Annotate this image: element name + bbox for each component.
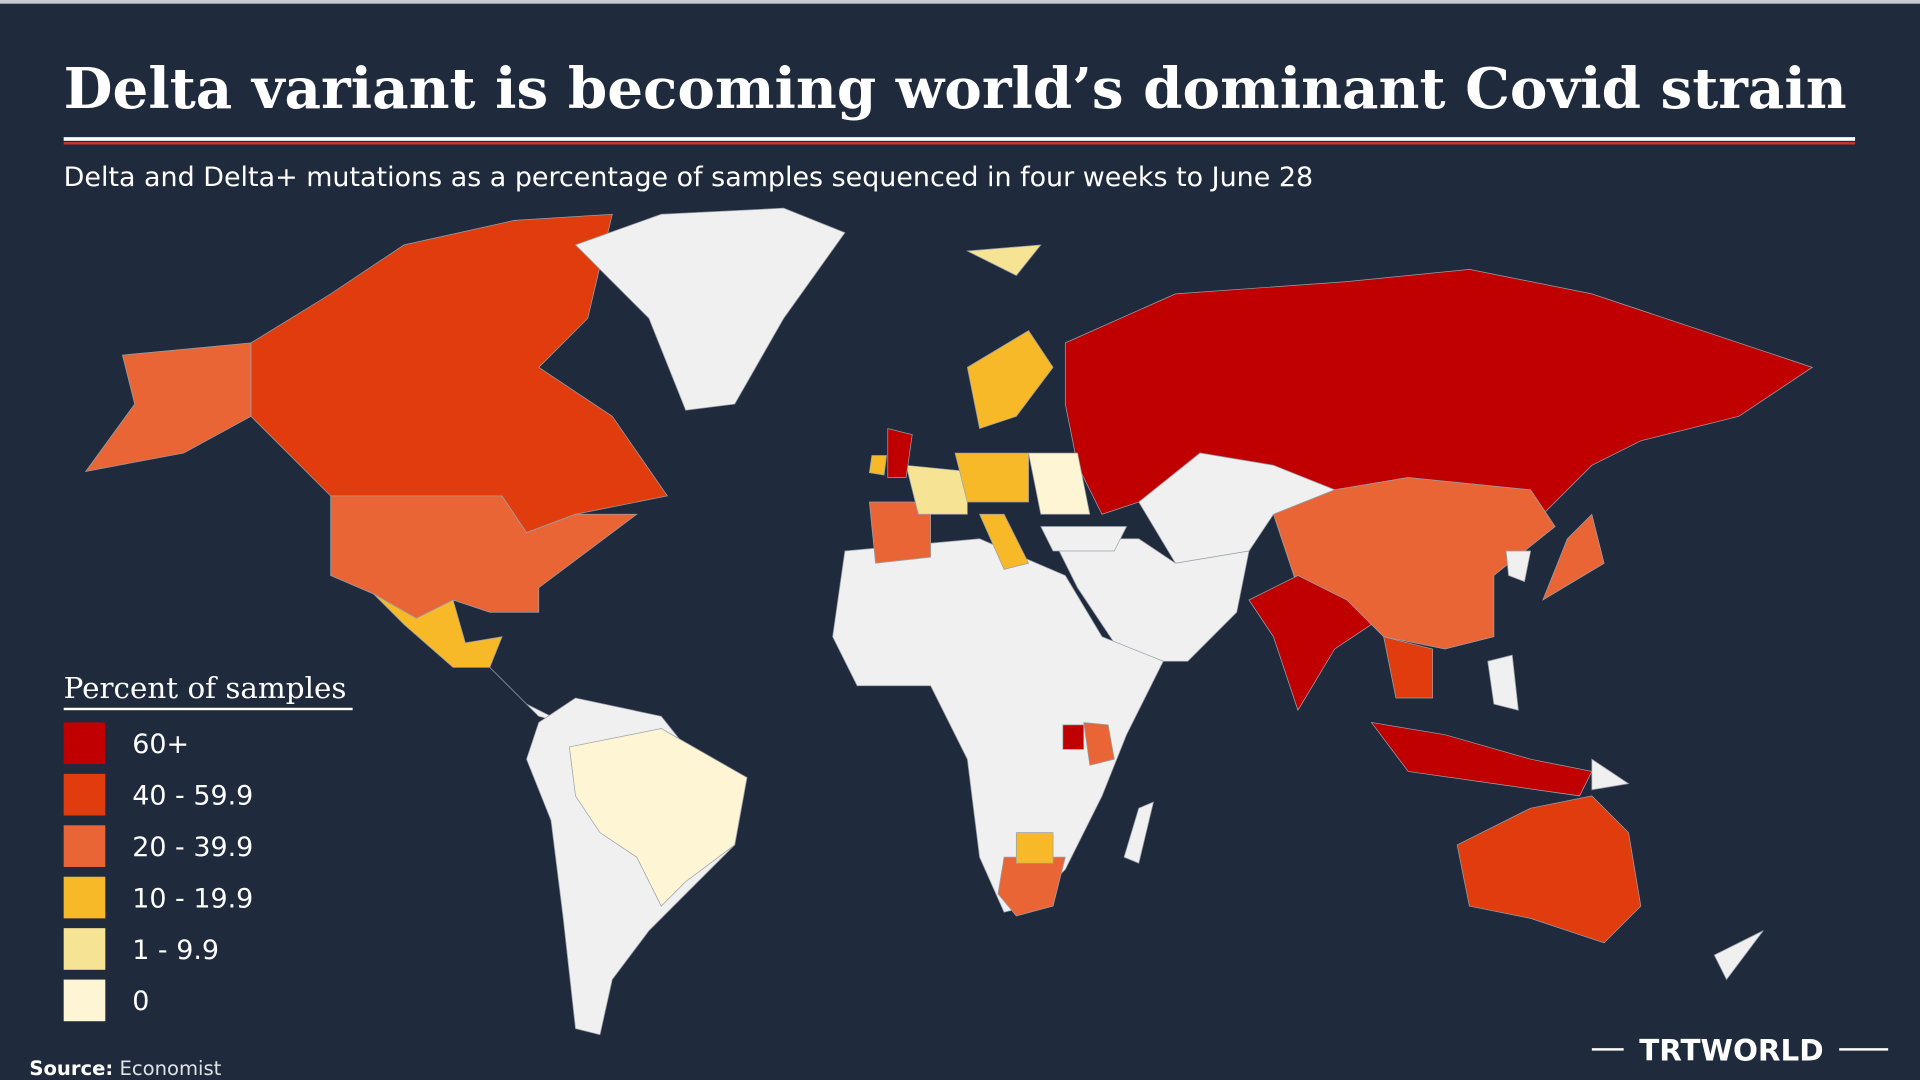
legend-swatch bbox=[63, 928, 106, 970]
svalbard bbox=[966, 244, 1042, 276]
source-text: Economist bbox=[119, 1057, 221, 1080]
kenya bbox=[1083, 722, 1115, 766]
australia bbox=[1456, 795, 1642, 944]
indonesia bbox=[1370, 721, 1593, 797]
source-label: Source: bbox=[29, 1057, 113, 1080]
legend-label: 1 - 9.9 bbox=[132, 935, 219, 966]
spain bbox=[868, 501, 931, 564]
philippines bbox=[1487, 654, 1519, 711]
legend-swatch bbox=[63, 773, 106, 816]
legend-label: 10 - 19.9 bbox=[132, 883, 253, 914]
title-rule-red bbox=[63, 142, 1856, 145]
ireland bbox=[868, 455, 887, 476]
top-border bbox=[0, 0, 1920, 4]
subtitle: Delta and Delta+ mutations as a percenta… bbox=[64, 162, 1313, 193]
legend-swatch bbox=[63, 876, 106, 919]
central-europe bbox=[954, 452, 1029, 503]
brazil bbox=[568, 728, 748, 907]
brand-rule-left bbox=[1591, 1048, 1624, 1051]
brand-rule-right bbox=[1839, 1048, 1889, 1051]
world-map bbox=[84, 207, 1814, 1036]
madagascar bbox=[1123, 801, 1154, 864]
title: Delta variant is becoming world’s domina… bbox=[64, 56, 1847, 122]
uk bbox=[887, 428, 913, 478]
france bbox=[905, 464, 968, 515]
italy bbox=[979, 513, 1030, 570]
mexico bbox=[373, 593, 503, 668]
japan bbox=[1542, 513, 1605, 601]
legend-label: 0 bbox=[132, 986, 149, 1017]
turkey bbox=[1040, 526, 1128, 552]
new-zealand bbox=[1713, 930, 1764, 981]
legend-swatch bbox=[63, 825, 106, 867]
legend-swatch bbox=[63, 979, 106, 1022]
middle-east bbox=[1052, 538, 1250, 662]
source: Source: Economist bbox=[29, 1057, 221, 1080]
legend-label: 40 - 59.9 bbox=[132, 780, 253, 811]
legend-rule bbox=[63, 707, 353, 711]
legend-swatch bbox=[63, 722, 106, 765]
legend-label: 60+ bbox=[132, 729, 189, 760]
legend-title: Percent of samples bbox=[64, 671, 347, 705]
legend: 60+ 40 - 59.9 20 - 39.9 10 - 19.9 1 - 9.9 0 bbox=[63, 722, 253, 1022]
legend-label: 20 - 39.9 bbox=[132, 832, 253, 863]
greenland bbox=[574, 207, 846, 411]
eastern-europe bbox=[1028, 452, 1091, 515]
brand: TRTWORLD bbox=[1639, 1033, 1823, 1067]
southeast-asia bbox=[1383, 636, 1434, 699]
south-africa bbox=[997, 856, 1066, 917]
scandinavia bbox=[966, 330, 1054, 430]
india bbox=[1248, 575, 1373, 712]
uganda bbox=[1062, 724, 1085, 750]
papua bbox=[1591, 758, 1630, 791]
korea bbox=[1505, 550, 1532, 583]
title-rule bbox=[63, 137, 1856, 141]
botswana bbox=[1015, 832, 1054, 864]
